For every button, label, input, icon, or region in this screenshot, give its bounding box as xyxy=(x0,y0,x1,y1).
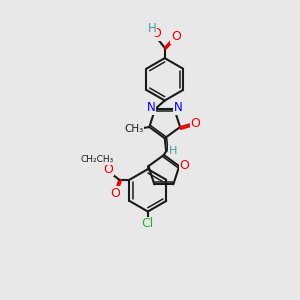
Text: O: O xyxy=(110,187,120,200)
Text: H: H xyxy=(169,146,177,156)
Text: O: O xyxy=(103,163,113,176)
Text: CH₂CH₃: CH₂CH₃ xyxy=(80,155,114,164)
Text: H: H xyxy=(148,22,157,35)
Text: O: O xyxy=(180,159,190,172)
Text: O: O xyxy=(151,27,161,40)
Text: O: O xyxy=(190,117,200,130)
Text: CH₃: CH₃ xyxy=(124,124,144,134)
Text: N: N xyxy=(147,101,156,114)
Text: N: N xyxy=(174,101,182,114)
Text: O: O xyxy=(171,30,181,43)
Text: Cl: Cl xyxy=(142,218,154,230)
